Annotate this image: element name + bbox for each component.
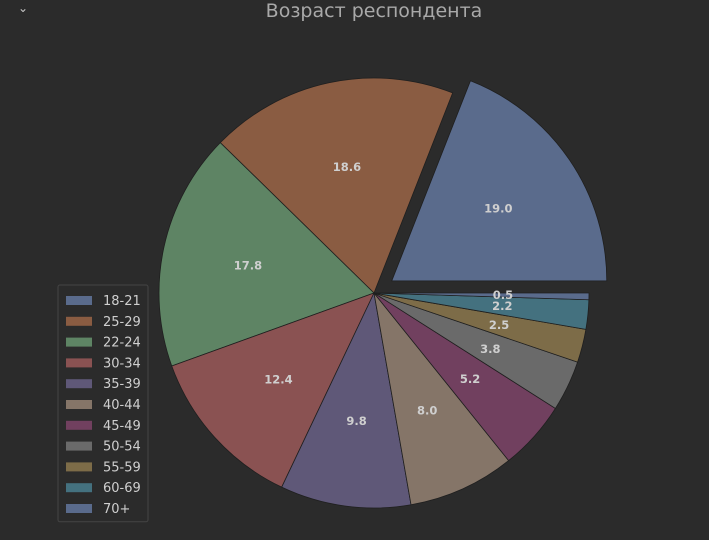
legend-swatch-22-24 bbox=[66, 337, 92, 347]
legend-swatch-55-59 bbox=[66, 462, 92, 472]
legend-label-18-21: 18-21 bbox=[103, 294, 141, 309]
legend-swatch-50-54 bbox=[66, 441, 92, 451]
legend-swatch-45-49 bbox=[66, 420, 92, 430]
slice-label-45-49: 5.2 bbox=[460, 372, 480, 386]
legend-label-55-59: 55-59 bbox=[103, 460, 141, 475]
pie-slice-25-29 bbox=[219, 77, 454, 294]
slice-label-40-44: 8.0 bbox=[417, 404, 437, 418]
pie-slice-18-21 bbox=[391, 80, 608, 282]
chart-title: Возраст респондента bbox=[266, 0, 483, 22]
legend-swatch-25-29 bbox=[66, 316, 92, 326]
pie-slice-30-34 bbox=[171, 292, 375, 488]
pie-slice-40-44 bbox=[373, 292, 510, 506]
legend-label-35-39: 35-39 bbox=[103, 377, 141, 392]
legend-swatch-18-21 bbox=[66, 296, 92, 305]
legend: 18-21 25-29 22-24 30-34 35-39 40-44 45-49 50-54… bbox=[57, 284, 149, 523]
legend-label-40-44: 40-44 bbox=[103, 398, 141, 413]
legend-label-30-34: 30-34 bbox=[103, 356, 141, 371]
legend-label-70+: 70+ bbox=[103, 502, 130, 517]
legend-label-25-29: 25-29 bbox=[103, 315, 141, 330]
pie-slice-labels: 19.0 18.6 17.8 12.4 9.8 8.0 5.2 3.8 2.5 2.20.5 bbox=[234, 160, 513, 428]
legend-label-45-49: 45-49 bbox=[103, 419, 141, 434]
legend-label-22-24: 22-24 bbox=[103, 336, 141, 351]
legend-swatch-60-69 bbox=[66, 483, 92, 493]
pie-slice-70+ bbox=[373, 292, 590, 301]
legend-swatch-30-34 bbox=[66, 358, 92, 368]
legend-label-60-69: 60-69 bbox=[103, 481, 141, 496]
slice-label-60-69: 2.2 bbox=[492, 299, 512, 313]
slice-label-30-34: 12.4 bbox=[264, 373, 292, 387]
slice-label-55-59: 2.5 bbox=[489, 318, 509, 332]
legend-swatch-40-44 bbox=[66, 400, 92, 409]
pie-slices bbox=[158, 77, 608, 509]
legend-label-50-54: 50-54 bbox=[103, 440, 141, 455]
slice-label-50-54: 3.8 bbox=[480, 342, 500, 356]
slice-label-25-29: 18.6 bbox=[333, 160, 361, 174]
slice-label-22-24: 17.8 bbox=[234, 259, 262, 273]
chevron-down-icon[interactable]: ⌄ bbox=[18, 1, 29, 15]
legend-swatch-70+ bbox=[66, 504, 92, 513]
slice-label-70+: 0.5 bbox=[493, 288, 513, 302]
slice-label-18-21: 19.0 bbox=[484, 201, 512, 215]
pie-slice-35-39 bbox=[281, 291, 412, 509]
slice-label-35-39: 9.8 bbox=[346, 414, 366, 428]
legend-swatch-35-39 bbox=[66, 379, 92, 389]
pie-slice-22-24 bbox=[158, 142, 375, 367]
